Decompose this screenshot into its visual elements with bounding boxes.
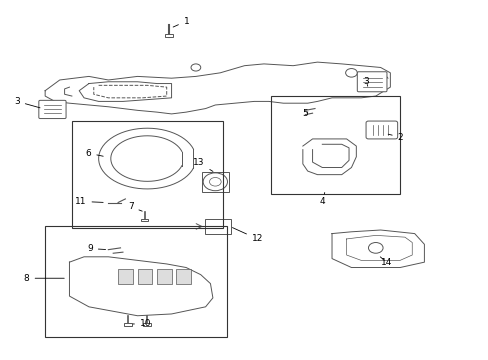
- Text: 6: 6: [85, 149, 103, 158]
- Text: 3: 3: [363, 77, 368, 86]
- Bar: [165, 33, 173, 37]
- Text: 10: 10: [133, 319, 151, 328]
- FancyBboxPatch shape: [39, 100, 66, 118]
- Bar: [141, 219, 148, 221]
- Text: 2: 2: [387, 132, 403, 141]
- Text: 3: 3: [14, 97, 40, 108]
- Bar: [271, 96, 399, 194]
- Bar: [118, 269, 132, 284]
- Text: 1: 1: [173, 17, 189, 27]
- Bar: [137, 269, 152, 284]
- Bar: [45, 226, 227, 337]
- Bar: [72, 121, 222, 228]
- Text: 8: 8: [24, 274, 64, 283]
- Bar: [201, 172, 228, 192]
- FancyBboxPatch shape: [366, 121, 397, 139]
- Text: 4: 4: [319, 193, 325, 206]
- Text: 14: 14: [380, 257, 391, 267]
- FancyBboxPatch shape: [357, 72, 386, 92]
- Text: 7: 7: [127, 202, 142, 211]
- FancyBboxPatch shape: [204, 219, 230, 234]
- Bar: [123, 323, 131, 326]
- Text: 9: 9: [87, 244, 105, 253]
- Bar: [176, 269, 191, 284]
- Bar: [143, 323, 151, 326]
- Text: 5: 5: [301, 109, 307, 118]
- Bar: [157, 269, 171, 284]
- Text: 12: 12: [232, 228, 263, 243]
- Text: 13: 13: [193, 158, 212, 171]
- Text: 11: 11: [75, 197, 103, 206]
